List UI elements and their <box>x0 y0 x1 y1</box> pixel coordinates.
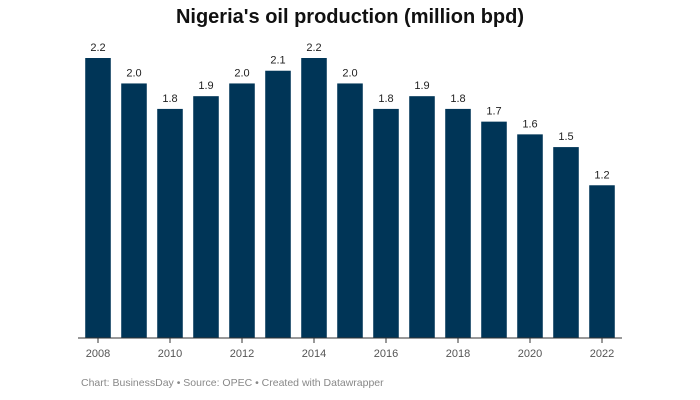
bar-2019 <box>481 121 507 338</box>
bar-2017 <box>409 96 435 339</box>
value-label-2016: 1.8 <box>378 93 393 105</box>
bar-2010 <box>157 108 183 338</box>
x-tick-label-2012: 2012 <box>230 348 254 360</box>
bar-2018 <box>445 108 471 338</box>
bar-2012 <box>229 83 255 338</box>
bar-2013 <box>265 70 291 338</box>
value-label-2011: 1.9 <box>198 80 213 92</box>
x-tick-label-2020: 2020 <box>518 348 542 360</box>
bar-2009 <box>121 83 147 338</box>
value-label-2008: 2.2 <box>90 42 105 54</box>
bar-2016 <box>373 108 399 338</box>
bar-2022 <box>589 185 615 338</box>
value-label-2021: 1.5 <box>558 131 573 143</box>
value-label-2020: 1.6 <box>522 118 537 130</box>
chart-title: Nigeria's oil production (million bpd) <box>175 6 525 28</box>
x-tick-label-2014: 2014 <box>302 348 326 360</box>
value-label-2014: 2.2 <box>306 42 321 54</box>
x-tick-label-2016: 2016 <box>374 348 398 360</box>
bar-2021 <box>553 147 579 338</box>
bar-2015 <box>337 83 363 338</box>
bar-2011 <box>193 96 219 339</box>
bar-2008 <box>85 58 111 338</box>
value-label-2018: 1.8 <box>450 93 465 105</box>
value-label-2022: 1.2 <box>594 169 609 181</box>
value-label-2017: 1.9 <box>414 80 429 92</box>
x-tick-label-2018: 2018 <box>446 348 470 360</box>
value-label-2012: 2.0 <box>234 67 249 79</box>
x-tick-label-2022: 2022 <box>590 348 614 360</box>
bar-2014 <box>301 58 327 338</box>
value-label-2009: 2.0 <box>126 67 141 79</box>
value-label-2015: 2.0 <box>342 67 357 79</box>
value-label-2013: 2.1 <box>270 55 285 67</box>
value-label-2019: 1.7 <box>486 106 501 118</box>
bar-2020 <box>517 134 543 338</box>
chart-footer: Chart: BusinessDay • Source: OPEC • Crea… <box>81 377 384 389</box>
x-tick-label-2010: 2010 <box>158 348 182 360</box>
x-tick-label-2008: 2008 <box>86 348 110 360</box>
value-label-2010: 1.8 <box>162 93 177 105</box>
